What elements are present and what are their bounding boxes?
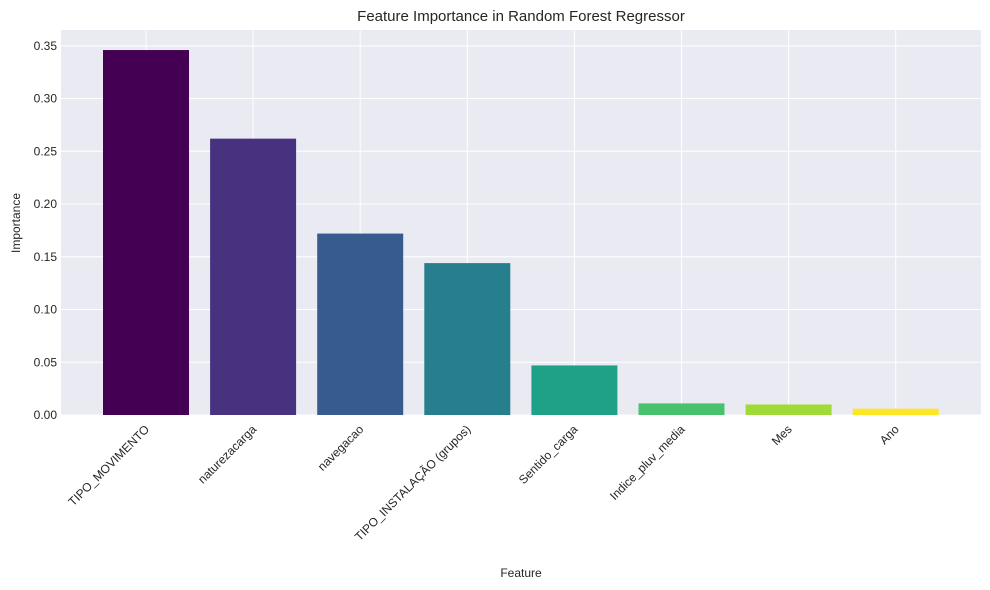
- x-tick-label: navegacao: [315, 422, 367, 474]
- bar-tipo-instala-o-grupos-: [424, 263, 511, 415]
- y-tick-label: 0.05: [34, 355, 58, 369]
- plot-background: [61, 30, 981, 415]
- bar-ano: [852, 408, 939, 415]
- y-tick-label: 0.10: [34, 303, 58, 317]
- bar-tipo-movimento: [103, 50, 189, 415]
- bar-naturezacarga: [210, 138, 297, 415]
- y-tick-label: 0.00: [34, 408, 58, 422]
- y-tick-label: 0.20: [34, 197, 58, 211]
- bars: [103, 50, 939, 415]
- x-tick-label: TIPO_MOVIMENTO: [66, 422, 153, 509]
- x-tick-label: TIPO_INSTALAÇÃO (grupos): [352, 422, 474, 544]
- x-axis-label: Feature: [500, 566, 542, 580]
- bar-sentido-carga: [531, 365, 618, 415]
- y-axis-label: Importance: [9, 193, 23, 253]
- y-tick-label: 0.15: [34, 250, 58, 264]
- y-tick-label: 0.25: [34, 144, 58, 158]
- chart-title: Feature Importance in Random Forest Regr…: [357, 8, 685, 25]
- bar-navegacao: [317, 233, 404, 415]
- bar-indice-pluv-media: [638, 403, 725, 415]
- y-tick-label: 0.35: [34, 39, 58, 53]
- x-tick-label: naturezacarga: [195, 422, 259, 486]
- x-tick-label: Sentido_carga: [516, 422, 581, 487]
- x-tick-labels: TIPO_MOVIMENTO naturezacarga navegacaoTIPO…: [66, 422, 903, 544]
- x-tick-label: Mes: [769, 422, 795, 448]
- bar-mes: [745, 404, 832, 415]
- x-tick-label: Indice_pluv_media: [607, 422, 688, 503]
- y-tick-label: 0.30: [34, 92, 58, 106]
- y-tick-labels: 0.00 0.05 0.10 0.15 0.20 0.25 0.30 0.35: [34, 39, 58, 422]
- x-tick-label: Ano: [877, 422, 902, 447]
